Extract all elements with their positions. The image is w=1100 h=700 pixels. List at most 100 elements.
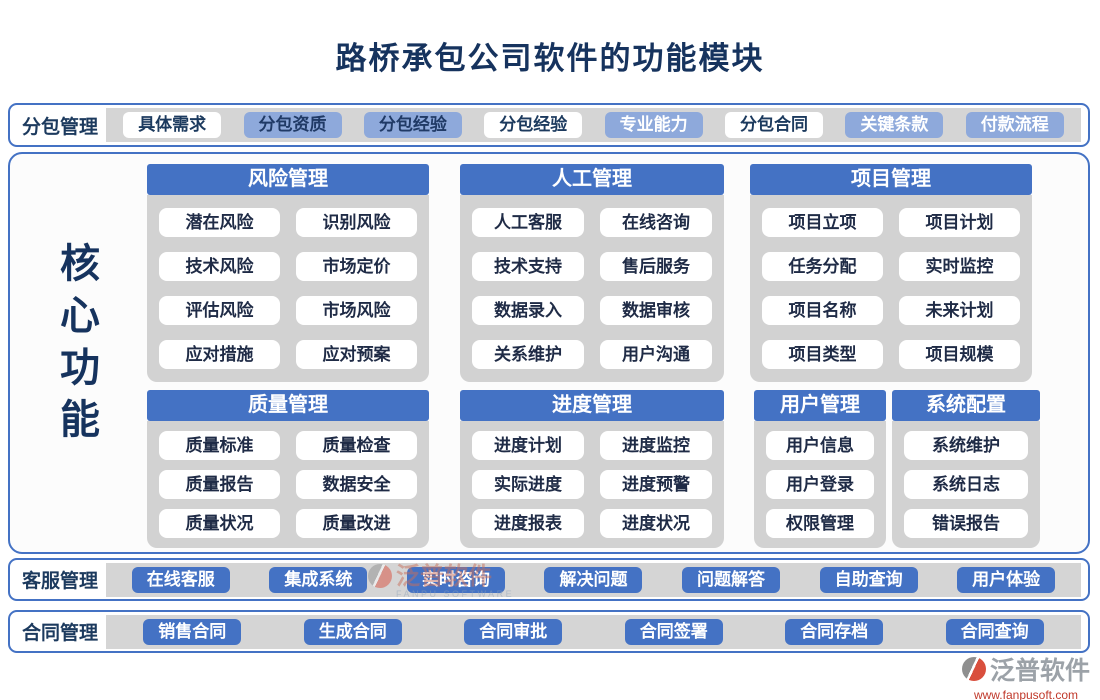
section-risk-title: 风险管理 [147, 164, 429, 195]
contract-bar-strip: 销售合同 生成合同 合同审批 合同签署 合同存档 合同查询 [106, 614, 1081, 649]
module-button[interactable]: 实时监控 [899, 252, 1020, 281]
section-project-management: 项目管理 项目立项 项目计划 任务分配 实时监控 项目名称 未来计划 项目类型 … [750, 164, 1032, 382]
service-button-solve-problems[interactable]: 解决问题 [544, 566, 643, 593]
module-button[interactable]: 在线咨询 [600, 208, 712, 237]
section-user-title: 用户管理 [754, 390, 886, 421]
module-button[interactable]: 权限管理 [766, 509, 874, 538]
module-button[interactable]: 系统日志 [904, 470, 1028, 499]
contract-button-generate-contract[interactable]: 生成合同 [303, 618, 402, 645]
footer-brand: 泛普软件 [989, 658, 1090, 685]
fanpu-footer-logo: 泛普软件 www.fanpusoft.com [961, 651, 1090, 700]
contract-button-contract-approval[interactable]: 合同审批 [464, 618, 563, 645]
section-system-title: 系统配置 [892, 390, 1040, 421]
module-button[interactable]: 人工客服 [472, 208, 584, 237]
module-button[interactable]: 质量报告 [159, 470, 280, 499]
module-button[interactable]: 关系维护 [472, 340, 584, 369]
service-button-self-query[interactable]: 自助查询 [819, 566, 918, 593]
section-quality-title: 质量管理 [147, 390, 429, 421]
topbar-button-subcontract-experience-1[interactable]: 分包经验 [363, 112, 462, 138]
module-button[interactable]: 用户信息 [766, 431, 874, 460]
module-button[interactable]: 未来计划 [899, 296, 1020, 325]
module-button[interactable]: 进度报表 [472, 509, 584, 538]
subcontract-bar-strip: 具体需求 分包资质 分包经验 分包经验 专业能力 分包合同 关键条款 付款流程 [106, 108, 1081, 142]
customer-service-bar: 客服管理 在线客服 集成系统 实时咨询 解决问题 问题解答 自助查询 用户体验 [8, 558, 1090, 601]
module-button[interactable]: 识别风险 [296, 208, 417, 237]
core-functions-label: 核心功能 [54, 242, 99, 450]
section-risk-body: 潜在风险 识别风险 技术风险 市场定价 评估风险 市场风险 应对措施 应对预案 [147, 195, 429, 382]
service-button-user-experience[interactable]: 用户体验 [957, 566, 1056, 593]
contract-button-contract-archive[interactable]: 合同存档 [785, 618, 884, 645]
contract-button-sales-contract[interactable]: 销售合同 [143, 618, 242, 645]
module-button[interactable]: 项目规模 [899, 340, 1020, 369]
service-button-online-service[interactable]: 在线客服 [131, 566, 230, 593]
module-button[interactable]: 项目类型 [762, 340, 883, 369]
module-button[interactable]: 进度状况 [600, 509, 712, 538]
section-system-configuration: 系统配置 系统维护 系统日志 错误报告 [892, 390, 1040, 548]
module-button[interactable]: 错误报告 [904, 509, 1028, 538]
section-quality-management: 质量管理 质量标准 质量检查 质量报告 数据安全 质量状况 质量改进 [147, 390, 429, 548]
service-button-realtime-consult[interactable]: 实时咨询 [406, 566, 505, 593]
module-button[interactable]: 数据安全 [296, 470, 417, 499]
topbar-button-professional-ability[interactable]: 专业能力 [604, 112, 703, 138]
module-button[interactable]: 评估风险 [159, 296, 280, 325]
module-button[interactable]: 项目名称 [762, 296, 883, 325]
module-button[interactable]: 质量标准 [159, 431, 280, 460]
module-button[interactable]: 用户登录 [766, 470, 874, 499]
module-button[interactable]: 质量检查 [296, 431, 417, 460]
module-button[interactable]: 进度预警 [600, 470, 712, 499]
module-button[interactable]: 应对预案 [296, 340, 417, 369]
module-button[interactable]: 技术风险 [159, 252, 280, 281]
module-button[interactable]: 数据录入 [472, 296, 584, 325]
topbar-button-specific-needs[interactable]: 具体需求 [123, 112, 222, 138]
section-labor-body: 人工客服 在线咨询 技术支持 售后服务 数据录入 数据审核 关系维护 用户沟通 [460, 195, 724, 382]
contract-button-contract-signing[interactable]: 合同签署 [624, 618, 723, 645]
topbar-button-key-clauses[interactable]: 关键条款 [845, 112, 944, 138]
module-button[interactable]: 实际进度 [472, 470, 584, 499]
module-button[interactable]: 质量状况 [159, 509, 280, 538]
module-button[interactable]: 售后服务 [600, 252, 712, 281]
service-button-integrated-system[interactable]: 集成系统 [269, 566, 368, 593]
service-bar-label: 客服管理 [22, 571, 99, 592]
module-button[interactable]: 用户沟通 [600, 340, 712, 369]
section-progress-title: 进度管理 [460, 390, 724, 421]
module-button[interactable]: 潜在风险 [159, 208, 280, 237]
topbar-button-payment-process[interactable]: 付款流程 [965, 112, 1064, 138]
module-button[interactable]: 应对措施 [159, 340, 280, 369]
subcontract-management-bar: 分包管理 具体需求 分包资质 分包经验 分包经验 专业能力 分包合同 关键条款 … [8, 103, 1090, 147]
topbar-button-subcontract-experience-2[interactable]: 分包经验 [484, 112, 583, 138]
page-title: 路桥承包公司软件的功能模块 [335, 41, 765, 76]
section-labor-management: 人工管理 人工客服 在线咨询 技术支持 售后服务 数据录入 数据审核 关系维护 … [460, 164, 724, 382]
module-button[interactable]: 项目立项 [762, 208, 883, 237]
module-button[interactable]: 市场风险 [296, 296, 417, 325]
section-progress-body: 进度计划 进度监控 实际进度 进度预警 进度报表 进度状况 [460, 421, 724, 548]
module-button[interactable]: 任务分配 [762, 252, 883, 281]
section-project-title: 项目管理 [750, 164, 1032, 195]
footer-website: www.fanpusoft.com [973, 688, 1079, 700]
core-functions-panel: 核心功能 风险管理 潜在风险 识别风险 技术风险 市场定价 评估风险 市场风险 … [8, 152, 1090, 599]
section-progress-management: 进度管理 进度计划 进度监控 实际进度 进度预警 进度报表 进度状况 [460, 390, 724, 548]
section-user-body: 用户信息 用户登录 权限管理 [754, 421, 886, 548]
section-project-body: 项目立项 项目计划 任务分配 实时监控 项目名称 未来计划 项目类型 项目规模 [750, 195, 1032, 382]
section-quality-body: 质量标准 质量检查 质量报告 数据安全 质量状况 质量改进 [147, 421, 429, 548]
contract-bar-label: 合同管理 [22, 623, 99, 644]
module-button[interactable]: 进度计划 [472, 431, 584, 460]
service-bar-strip: 在线客服 集成系统 实时咨询 解决问题 问题解答 自助查询 用户体验 [106, 562, 1081, 597]
module-button[interactable]: 质量改进 [296, 509, 417, 538]
contract-management-bar: 合同管理 销售合同 生成合同 合同审批 合同签署 合同存档 合同查询 [8, 610, 1090, 653]
fanpu-logo-icon [961, 657, 986, 681]
contract-button-contract-query[interactable]: 合同查询 [945, 618, 1044, 645]
module-button[interactable]: 项目计划 [899, 208, 1020, 237]
module-button[interactable]: 市场定价 [296, 252, 417, 281]
section-system-body: 系统维护 系统日志 错误报告 [892, 421, 1040, 548]
module-button[interactable]: 数据审核 [600, 296, 712, 325]
module-button[interactable]: 进度监控 [600, 431, 712, 460]
section-risk-management: 风险管理 潜在风险 识别风险 技术风险 市场定价 评估风险 市场风险 应对措施 … [147, 164, 429, 382]
module-button[interactable]: 技术支持 [472, 252, 584, 281]
section-user-management: 用户管理 用户信息 用户登录 权限管理 [754, 390, 886, 548]
service-button-qa[interactable]: 问题解答 [682, 566, 781, 593]
topbar-button-subcontract-qualification[interactable]: 分包资质 [243, 112, 342, 138]
subcontract-bar-label: 分包管理 [22, 116, 99, 138]
topbar-button-subcontract-contract[interactable]: 分包合同 [724, 112, 823, 138]
module-button[interactable]: 系统维护 [904, 431, 1028, 460]
